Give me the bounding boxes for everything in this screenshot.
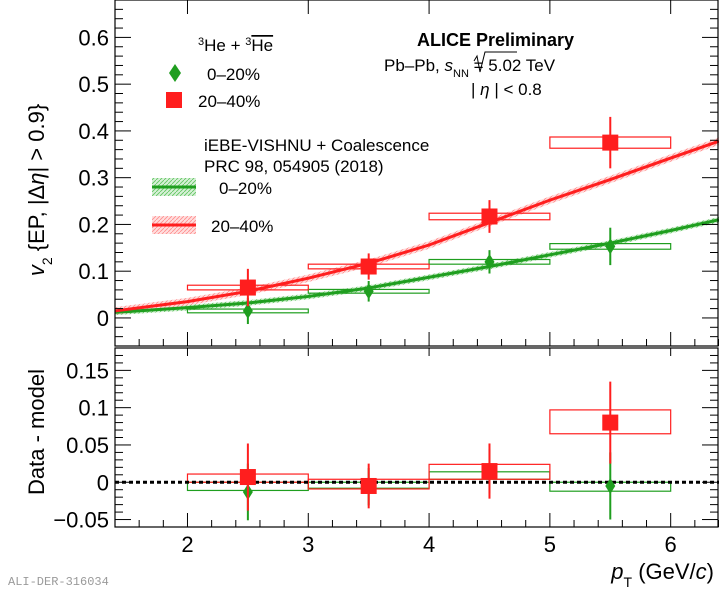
legend-model-label-0-20: 0–20% bbox=[219, 179, 272, 198]
top-plot-border bbox=[114, 0, 719, 347]
residual-point-20-40-2 bbox=[481, 463, 498, 480]
collision-system-label: Pb–Pb, sNN = 5.02 TeV bbox=[384, 56, 556, 80]
top-y-tick-label-1: 0.1 bbox=[78, 259, 109, 284]
legend-label-0-20: 0–20% bbox=[207, 65, 260, 84]
data-point-0-20-1 bbox=[363, 283, 374, 300]
residual-point-20-40-0 bbox=[239, 469, 256, 486]
x-axis: 2 3 4 5 6 bbox=[114, 0, 719, 557]
x-tick-label-2: 4 bbox=[423, 532, 435, 557]
top-y-axis: 0 0.1 0.2 0.3 0.4 0.5 0.6 bbox=[78, 0, 718, 347]
top-y-tick-label-3: 0.3 bbox=[78, 166, 109, 191]
top-panel-frame bbox=[114, 0, 719, 347]
residual-point-20-40-3 bbox=[602, 414, 619, 431]
x-tick-label-4: 6 bbox=[665, 532, 677, 557]
top-y-axis-title: v2 {EP, |Δη| > 0.9} bbox=[24, 104, 55, 276]
legend-title: 3He + 3He bbox=[198, 36, 273, 55]
top-y-tick-label-4: 0.4 bbox=[78, 119, 109, 144]
residual-box-layer bbox=[115, 409, 719, 492]
bottom-y-axis-title: Data - model bbox=[24, 369, 49, 495]
data-point-0-20-2 bbox=[484, 253, 495, 270]
bottom-y-tick-label-0: −0.05 bbox=[53, 508, 109, 533]
data-point-20-40-3 bbox=[602, 134, 619, 151]
top-y-tick-label-0: 0 bbox=[97, 306, 109, 331]
residual-point-20-40-1 bbox=[360, 477, 377, 494]
legend: 3He + 3He 0–20% 20–40% iEBE-VISHNU + Coa… bbox=[152, 36, 429, 236]
x-tick-label-3: 5 bbox=[544, 532, 556, 557]
data-point-20-40-2 bbox=[481, 208, 498, 225]
alice-preliminary-label: ALICE Preliminary bbox=[417, 30, 574, 50]
model-title-line1: iEBE-VISHNU + Coalescence bbox=[204, 136, 429, 155]
residual-point-0-20-3 bbox=[605, 477, 616, 494]
legend-model-label-20-40: 20–40% bbox=[211, 217, 273, 236]
x-axis-title: pT (GeV/c) bbox=[610, 559, 714, 590]
top-y-tick-label-2: 0.2 bbox=[78, 212, 109, 237]
legend-marker-20-40 bbox=[166, 92, 182, 108]
model-curve-0-20 bbox=[114, 218, 719, 314]
top-y-tick-label-5: 0.5 bbox=[78, 72, 109, 97]
x-tick-label-1: 3 bbox=[302, 532, 314, 557]
data-point-layer bbox=[239, 116, 619, 325]
data-point-20-40-0 bbox=[239, 279, 256, 296]
annotations: ALICE Preliminary Pb–Pb, sNN = 5.02 TeV … bbox=[384, 30, 574, 99]
sqrt-symbol bbox=[473, 51, 517, 73]
bottom-y-tick-label-4: 0.15 bbox=[66, 358, 109, 383]
top-y-tick-label-6: 0.6 bbox=[78, 25, 109, 50]
eta-cut-label: | η | < 0.8 bbox=[471, 80, 542, 99]
watermark: ALI-DER-316034 bbox=[8, 575, 109, 589]
bottom-panel-frame bbox=[114, 347, 719, 528]
model-curve-20-40 bbox=[114, 139, 719, 313]
legend-label-20-40: 20–40% bbox=[198, 92, 260, 111]
bottom-y-tick-label-1: 0 bbox=[97, 470, 109, 495]
data-point-0-20-3 bbox=[605, 238, 616, 255]
bottom-y-tick-label-2: 0.05 bbox=[66, 433, 109, 458]
bottom-y-axis: −0.05 0 0.05 0.1 0.15 bbox=[53, 354, 718, 533]
model-curve-layer bbox=[114, 139, 719, 314]
bottom-y-tick-label-3: 0.1 bbox=[78, 396, 109, 421]
model-title-line2: PRC 98, 054905 (2018) bbox=[204, 157, 384, 176]
data-point-20-40-1 bbox=[360, 258, 377, 275]
residual-point-layer bbox=[239, 381, 619, 521]
x-tick-label-0: 2 bbox=[181, 532, 193, 557]
data-point-0-20-0 bbox=[242, 302, 253, 319]
legend-marker-0-20 bbox=[169, 64, 181, 82]
bottom-plot-border bbox=[114, 347, 719, 528]
